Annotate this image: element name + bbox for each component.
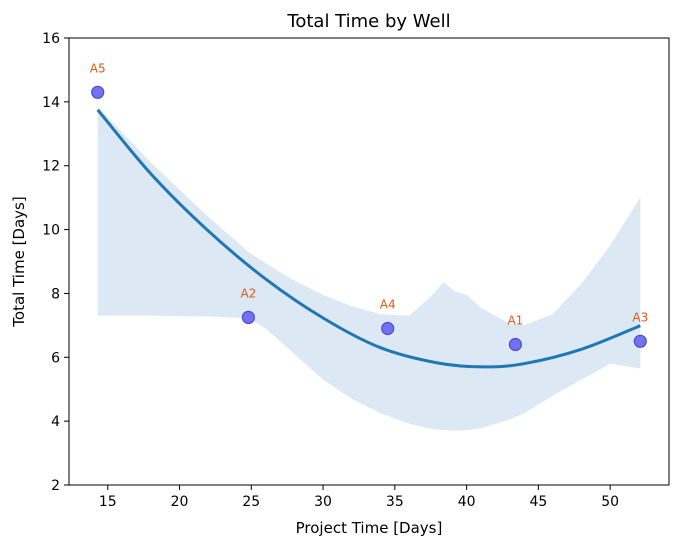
y-tick-label: 12: [42, 159, 60, 175]
data-points: [91, 85, 647, 352]
x-tick-label: 50: [601, 494, 619, 510]
x-tick-label: 15: [99, 494, 117, 510]
x-tick-label: 45: [529, 494, 547, 510]
data-point-a1: [508, 337, 523, 352]
y-axis: 2 4 6 8 10 12 14 16: [42, 31, 69, 494]
x-tick-label: 25: [242, 494, 260, 510]
x-tick-label: 40: [458, 494, 476, 510]
fit-line: [96, 108, 641, 369]
point-label-a1: A1: [507, 314, 523, 328]
y-tick-label: 4: [51, 414, 60, 430]
y-tick-label: 14: [42, 95, 60, 111]
y-tick-label: 16: [42, 31, 60, 47]
data-point-a5: [91, 85, 105, 99]
y-tick-label: 10: [42, 223, 60, 239]
point-label-a3: A3: [632, 310, 648, 324]
y-tick-label: 2: [51, 478, 60, 494]
chart-title: Total Time by Well: [286, 11, 450, 32]
plot-area: A5 A2 A4 A1 A3: [68, 37, 670, 486]
data-point-a3: [633, 334, 647, 348]
point-labels: A5 A2 A4 A1 A3: [90, 61, 648, 327]
point-label-a4: A4: [380, 298, 396, 312]
point-label-a5: A5: [90, 61, 106, 75]
y-axis-label: Total Time [Days]: [10, 196, 28, 327]
confidence-band: [97, 106, 641, 431]
y-tick-label: 8: [51, 286, 60, 302]
plot-frame: [68, 37, 670, 486]
y-tick-label: 6: [51, 350, 60, 366]
x-axis: 15 20 25 30 35 40 45 50: [99, 485, 619, 510]
x-tick-label: 30: [314, 494, 332, 510]
point-label-a2: A2: [240, 286, 256, 300]
x-tick-label: 20: [171, 494, 189, 510]
x-tick-label: 35: [386, 494, 404, 510]
x-axis-label: Project Time [Days]: [296, 519, 443, 537]
data-point-a4: [381, 321, 395, 336]
data-point-a2: [241, 310, 255, 324]
